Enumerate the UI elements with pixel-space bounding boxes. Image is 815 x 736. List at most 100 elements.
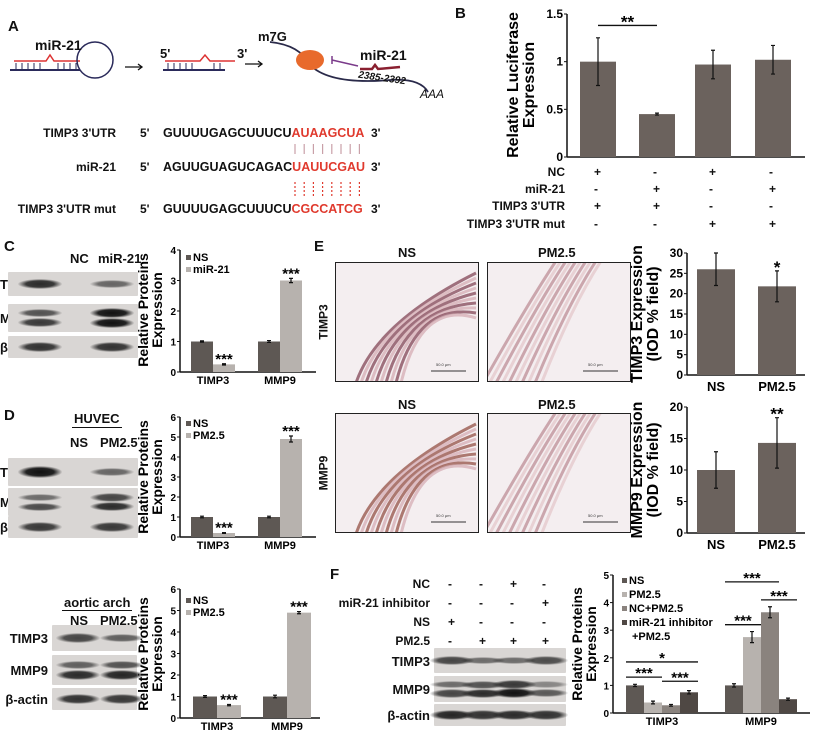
y-tick-label: 0 — [603, 709, 609, 720]
blot-row-label: β-actin — [5, 692, 48, 707]
protein-band — [430, 689, 474, 698]
significance-marker: *** — [215, 520, 233, 537]
seed-sequence: UAUUCGAU — [292, 160, 366, 174]
error-bar — [750, 630, 754, 644]
protein-band — [492, 688, 536, 699]
protein-band — [492, 680, 536, 690]
legend-swatch — [622, 592, 627, 597]
protein-band — [90, 341, 134, 353]
y-tick-label: 5 — [603, 571, 609, 582]
legend-swatch — [186, 433, 191, 438]
blot-row-label: MMP9 — [392, 682, 430, 697]
condition-label: PM2.5 — [395, 634, 430, 648]
y-tick-label: 2 — [170, 307, 176, 318]
bar — [761, 612, 779, 713]
column-label: PM2.5 — [538, 397, 576, 412]
significance-marker: * — [774, 258, 781, 277]
condition-sign: + — [653, 182, 661, 196]
mirna-pathway-diagram — [10, 41, 429, 93]
sequence: AGUUGUAGUCAGAC — [163, 160, 293, 174]
error-bar — [200, 515, 204, 519]
legend-swatch — [186, 610, 191, 615]
bar — [680, 692, 698, 713]
protein-band — [90, 280, 134, 288]
cell-type-label: HUVEC — [72, 411, 122, 428]
bar — [191, 341, 213, 372]
blot-strip — [8, 458, 138, 486]
significance-marker: ** — [621, 12, 635, 31]
y-tick-label: 1 — [170, 513, 176, 524]
condition-sign: + — [769, 182, 777, 196]
histology-image: 50.0 μm — [487, 413, 631, 533]
error-bar — [732, 683, 736, 688]
row-label: MMP9 — [316, 455, 331, 491]
legend-label: NS — [193, 595, 208, 607]
x-tick-label: TIMP3 — [646, 716, 678, 728]
hairpin-icon — [10, 41, 114, 79]
panel-label-d: D — [4, 407, 15, 424]
protein-band — [430, 709, 474, 721]
bar — [644, 702, 662, 713]
panel-label-e: E — [314, 238, 325, 255]
error-bar — [267, 515, 271, 519]
condition-sign: + — [542, 596, 550, 610]
y-tick-label: 30 — [670, 246, 684, 260]
error-bar — [273, 694, 277, 699]
y-tick-label: 0 — [676, 368, 683, 382]
y-tick-label: 0.5 — [546, 102, 563, 116]
lane-label: NS — [70, 435, 89, 450]
condition-label: miR-21 — [524, 182, 565, 196]
legend-label: PM2.5 — [629, 589, 661, 601]
bar — [695, 64, 731, 157]
error-bar — [669, 703, 673, 707]
x-tick-label: PM2.5 — [758, 537, 796, 552]
condition-sign: - — [769, 199, 773, 213]
significance-marker: *** — [282, 423, 300, 440]
x-tick-label: NS — [707, 537, 725, 552]
protein-band — [100, 661, 144, 669]
bar — [779, 699, 797, 713]
y-axis-label: TIMP3 Expression(IOD % field) — [629, 245, 662, 383]
arrow-icon — [245, 60, 264, 68]
scale-bar-label: 50.0 μm — [588, 362, 603, 367]
bar — [755, 59, 791, 158]
legend-swatch — [622, 606, 627, 611]
protein-band — [430, 655, 474, 666]
duplex-5prime: 5' — [160, 46, 171, 61]
mrna-ribosome-icon — [269, 41, 429, 93]
legend-label: miR-21 inhibitor +PM2.5 — [629, 617, 713, 643]
y-tick-label: 2 — [170, 671, 176, 682]
chart-B: 0 0.5 1 1.5 Relative LuciferaseExpression ** — [505, 7, 805, 164]
condition-sign: - — [448, 634, 452, 648]
error-bar — [687, 690, 691, 695]
x-tick-label: MMP9 — [264, 375, 296, 387]
condition-sign: - — [709, 182, 713, 196]
y-tick-label: 6 — [170, 413, 176, 424]
column-label: NS — [398, 397, 417, 412]
sequence-label: TIMP3 3'UTR mut — [17, 202, 116, 216]
condition-sign: + — [653, 199, 661, 213]
error-bar — [222, 532, 226, 534]
condition-sign: + — [709, 165, 717, 179]
protein-band — [90, 468, 134, 476]
blot-strip — [8, 272, 138, 296]
three-prime: 3' — [371, 160, 381, 174]
mirna-label: miR-21 — [360, 47, 407, 63]
panel-label-a: A — [8, 18, 19, 35]
y-tick-label: 0 — [676, 526, 683, 540]
duplex-icon — [163, 53, 235, 71]
three-prime: 3' — [371, 126, 381, 140]
blot-strip — [52, 625, 144, 651]
significance-marker: *** — [215, 351, 233, 368]
condition-sign: - — [769, 165, 773, 179]
protein-band — [90, 502, 134, 512]
legend-label: NC+PM2.5 — [629, 603, 683, 615]
y-tick-label: 5 — [170, 607, 176, 618]
bar — [639, 114, 675, 157]
blot-strip — [8, 516, 138, 538]
five-prime: 5' — [140, 160, 150, 174]
blot-row-label: β-actin — [0, 341, 43, 354]
legend-label: miR-21 — [193, 264, 230, 276]
y-tick-label: 20 — [670, 287, 684, 301]
